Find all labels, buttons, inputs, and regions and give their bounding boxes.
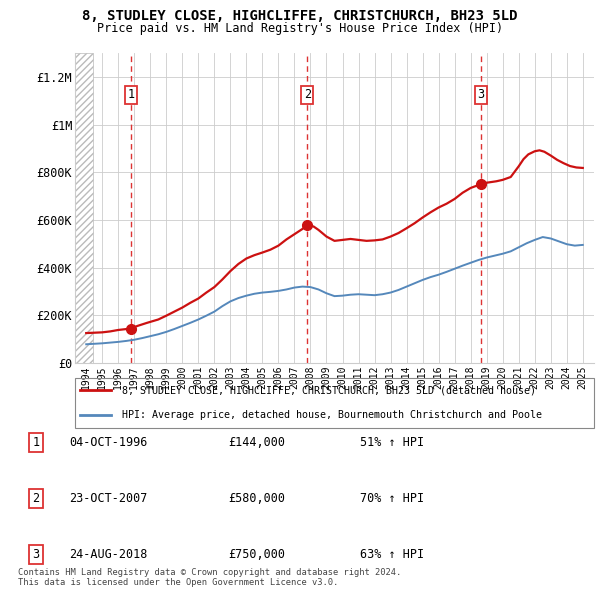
Text: 2: 2 xyxy=(304,88,311,101)
Text: 63% ↑ HPI: 63% ↑ HPI xyxy=(360,548,424,561)
Text: Price paid vs. HM Land Registry's House Price Index (HPI): Price paid vs. HM Land Registry's House … xyxy=(97,22,503,35)
Text: 2: 2 xyxy=(32,492,40,505)
Text: 24-AUG-2018: 24-AUG-2018 xyxy=(69,548,148,561)
Text: 3: 3 xyxy=(478,88,484,101)
Text: 1: 1 xyxy=(127,88,134,101)
Text: £750,000: £750,000 xyxy=(228,548,285,561)
Text: Contains HM Land Registry data © Crown copyright and database right 2024.
This d: Contains HM Land Registry data © Crown c… xyxy=(18,568,401,587)
Text: 8, STUDLEY CLOSE, HIGHCLIFFE, CHRISTCHURCH, BH23 5LD: 8, STUDLEY CLOSE, HIGHCLIFFE, CHRISTCHUR… xyxy=(82,9,518,23)
Text: 8, STUDLEY CLOSE, HIGHCLIFFE, CHRISTCHURCH, BH23 5LD (detached house): 8, STUDLEY CLOSE, HIGHCLIFFE, CHRISTCHUR… xyxy=(122,385,536,395)
Text: 51% ↑ HPI: 51% ↑ HPI xyxy=(360,436,424,449)
Text: £580,000: £580,000 xyxy=(228,492,285,505)
Text: 1: 1 xyxy=(32,436,40,449)
Bar xyxy=(75,53,93,363)
Text: HPI: Average price, detached house, Bournemouth Christchurch and Poole: HPI: Average price, detached house, Bour… xyxy=(122,410,542,420)
Text: £144,000: £144,000 xyxy=(228,436,285,449)
Text: 70% ↑ HPI: 70% ↑ HPI xyxy=(360,492,424,505)
Text: 23-OCT-2007: 23-OCT-2007 xyxy=(69,492,148,505)
Text: 3: 3 xyxy=(32,548,40,561)
Text: 04-OCT-1996: 04-OCT-1996 xyxy=(69,436,148,449)
